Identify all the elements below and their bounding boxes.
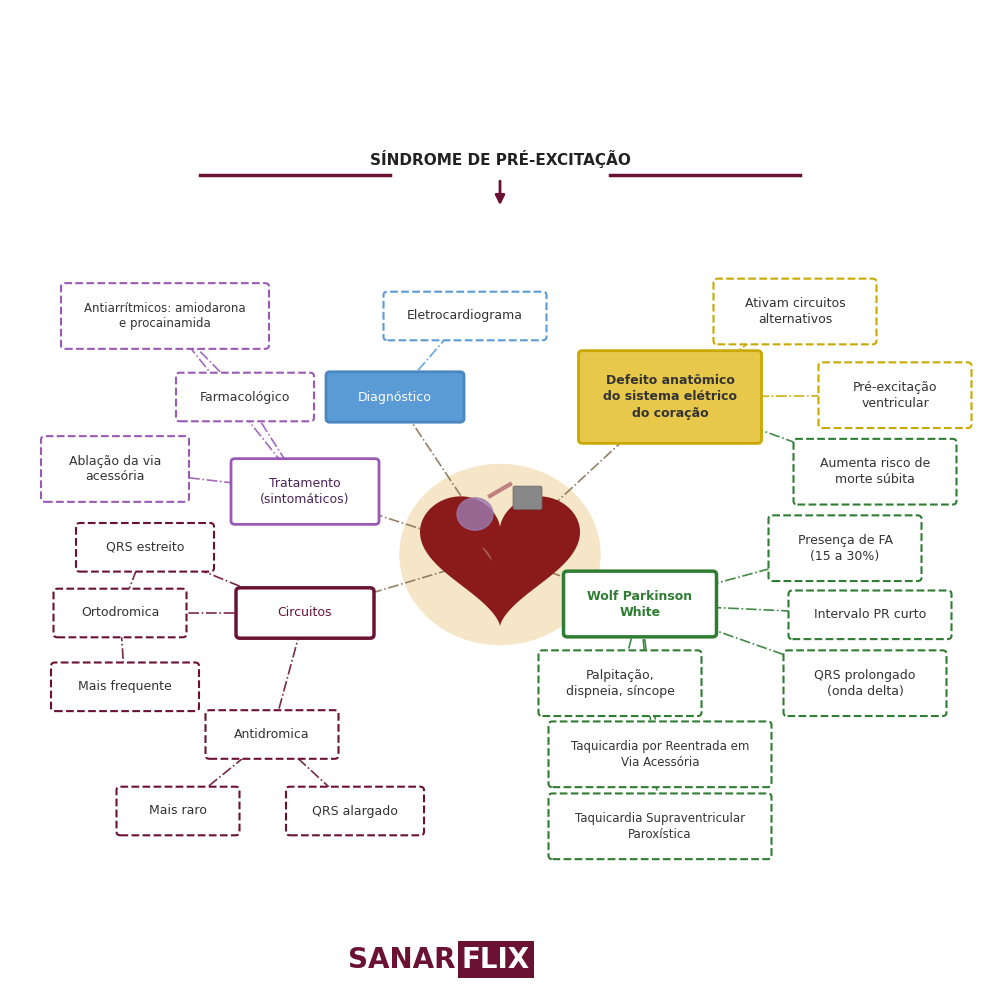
FancyBboxPatch shape: [41, 436, 189, 502]
FancyBboxPatch shape: [794, 439, 956, 505]
Text: Mais raro: Mais raro: [149, 804, 207, 818]
FancyBboxPatch shape: [548, 721, 772, 787]
FancyBboxPatch shape: [578, 351, 762, 443]
FancyBboxPatch shape: [51, 663, 199, 711]
Text: Mais frequente: Mais frequente: [78, 680, 172, 693]
FancyBboxPatch shape: [714, 279, 876, 344]
FancyBboxPatch shape: [286, 787, 424, 835]
Text: MAPA MENTAL: MAPA MENTAL: [309, 27, 691, 73]
FancyBboxPatch shape: [538, 650, 702, 716]
FancyBboxPatch shape: [768, 515, 922, 581]
Polygon shape: [420, 496, 580, 626]
Text: Ortodromica: Ortodromica: [81, 606, 159, 619]
Text: QRS estreito: QRS estreito: [106, 541, 184, 554]
Text: Diagnóstico: Diagnóstico: [358, 390, 432, 403]
Text: Wolf Parkinson
White: Wolf Parkinson White: [587, 589, 693, 618]
FancyBboxPatch shape: [53, 589, 186, 637]
Text: Defeito anatômico
do sistema elétrico
do coração: Defeito anatômico do sistema elétrico do…: [603, 374, 737, 420]
FancyBboxPatch shape: [784, 650, 946, 716]
Text: Ablação da via
acessória: Ablação da via acessória: [69, 454, 161, 484]
FancyBboxPatch shape: [384, 292, 546, 340]
Text: Presença de FA
(15 a 30%): Presença de FA (15 a 30%): [798, 534, 893, 563]
Text: FLIX: FLIX: [462, 946, 530, 974]
Text: Taquicardia por Reentrada em
Via Acessória: Taquicardia por Reentrada em Via Acessór…: [571, 740, 749, 769]
Text: SÍNDROME DE PRÉ-EXCITAÇÃO: SÍNDROME DE PRÉ-EXCITAÇÃO: [370, 149, 630, 167]
Text: Pré-excitação
ventricular: Pré-excitação ventricular: [853, 381, 937, 410]
FancyBboxPatch shape: [548, 793, 772, 859]
Text: QRS alargado: QRS alargado: [312, 804, 398, 818]
Polygon shape: [482, 547, 492, 561]
Circle shape: [457, 498, 493, 530]
FancyBboxPatch shape: [116, 787, 240, 835]
FancyBboxPatch shape: [206, 710, 338, 759]
FancyBboxPatch shape: [513, 486, 542, 509]
Text: Farmacológico: Farmacológico: [200, 390, 290, 403]
Text: QRS prolongado
(onda delta): QRS prolongado (onda delta): [814, 669, 916, 698]
FancyBboxPatch shape: [564, 571, 716, 637]
Text: Taquicardia Supraventricular
Paroxística: Taquicardia Supraventricular Paroxística: [575, 812, 745, 841]
FancyBboxPatch shape: [326, 372, 464, 422]
Text: Ativam circuitos
alternativos: Ativam circuitos alternativos: [745, 297, 845, 326]
Text: SANAR: SANAR: [348, 946, 455, 974]
FancyBboxPatch shape: [231, 459, 379, 524]
Circle shape: [400, 464, 600, 645]
FancyBboxPatch shape: [788, 590, 952, 639]
Text: Tratamento
(sintomáticos): Tratamento (sintomáticos): [260, 477, 350, 506]
FancyBboxPatch shape: [818, 362, 972, 428]
FancyBboxPatch shape: [76, 523, 214, 572]
Text: Palpitação,
dispneia, síncope: Palpitação, dispneia, síncope: [566, 669, 674, 698]
FancyBboxPatch shape: [61, 283, 269, 349]
Text: Antidromica: Antidromica: [234, 728, 310, 741]
FancyBboxPatch shape: [176, 373, 314, 421]
Text: Eletrocardiograma: Eletrocardiograma: [407, 310, 523, 322]
Text: Antiarrítmicos: amiodarona
e procainamida: Antiarrítmicos: amiodarona e procainamid…: [84, 302, 246, 330]
Text: Intervalo PR curto: Intervalo PR curto: [814, 608, 926, 621]
Text: Aumenta risco de
morte súbita: Aumenta risco de morte súbita: [820, 457, 930, 486]
FancyBboxPatch shape: [236, 588, 374, 638]
Text: Circuitos: Circuitos: [278, 606, 332, 619]
